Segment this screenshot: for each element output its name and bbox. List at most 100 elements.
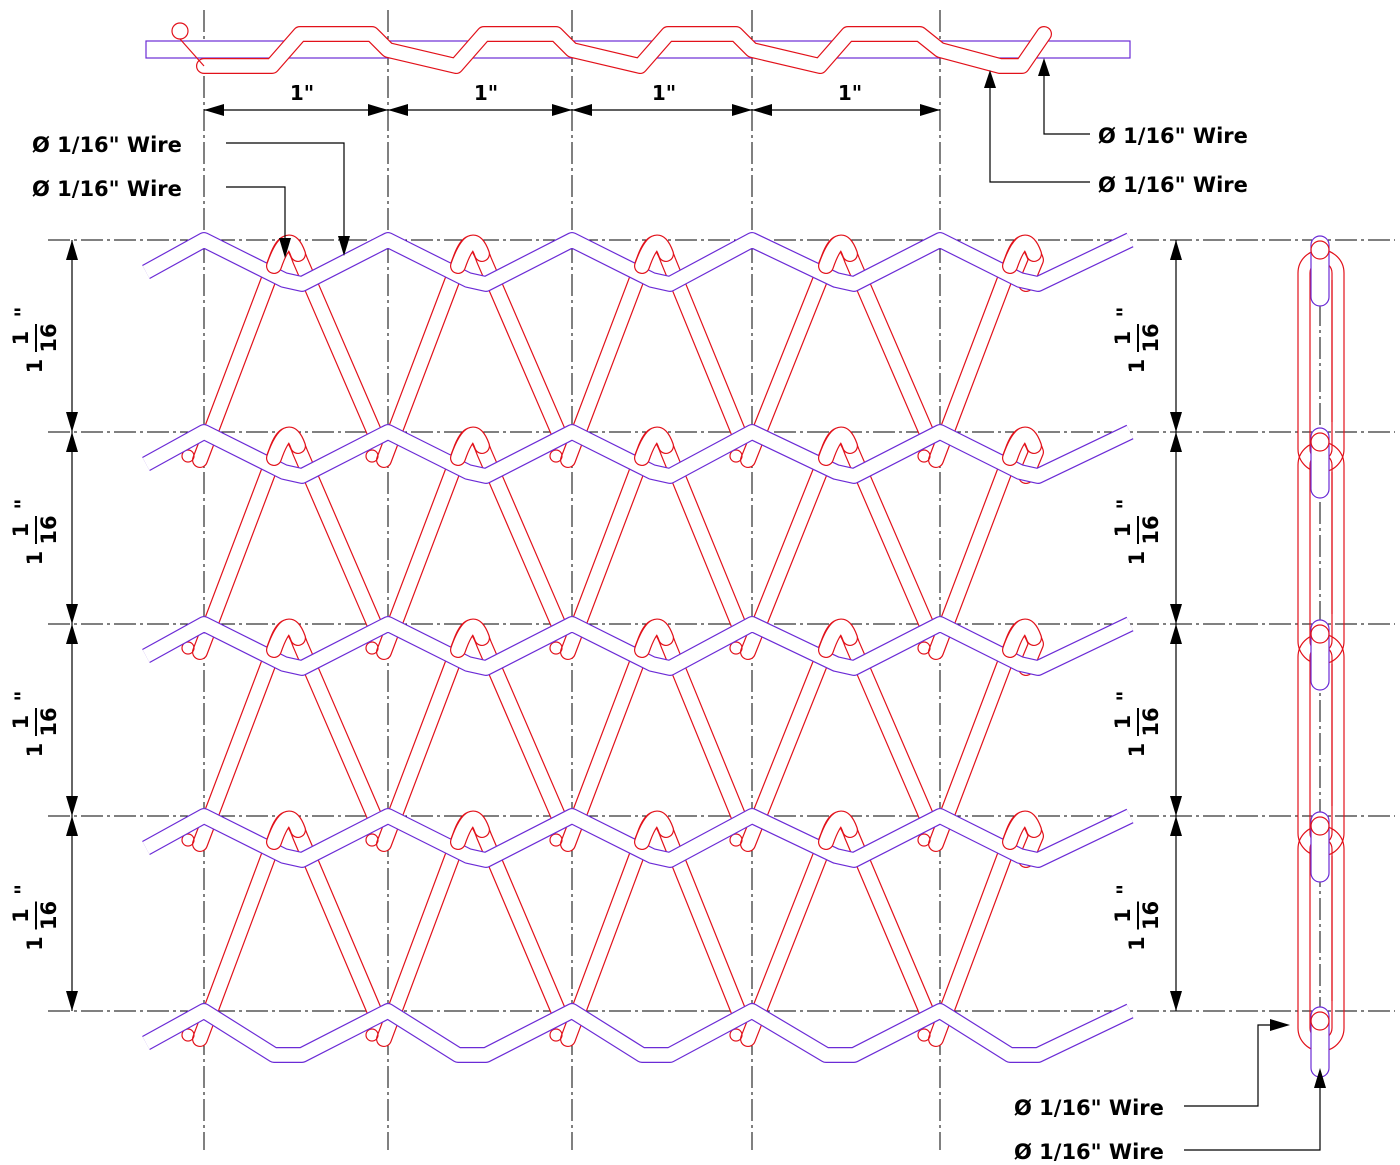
spiral-peak [1002,618,1042,658]
spiral-peak [266,810,306,850]
vdim-mark: " [1113,499,1137,510]
vdim-label-right-1: 1 1 16" [1111,499,1163,566]
side-rod-end [1310,816,1330,836]
spiral-loop [181,449,195,463]
callout-wire-top-right-1: Ø 1/16" Wire [1098,124,1248,148]
pitch-label-3: 1" [652,81,676,105]
spiral-peak [266,618,306,658]
spiral-peak [1002,426,1042,466]
spiral-loop [917,833,931,847]
vdim-mark: " [11,499,35,510]
vdim-denominator: 16 [37,901,61,930]
vdim-whole: 1 [1125,359,1149,374]
vdim-label-left-1: 1 1 16" [9,499,61,566]
vdim-numerator: 1 [9,331,33,346]
vdim-arrow [66,432,78,452]
spiral-loop [549,449,563,463]
vdim-label-right-3: 1 1 16" [1111,884,1163,951]
spiral-loop [549,1028,563,1042]
callout-wire-bottom-right-1: Ø 1/16" Wire [1014,1096,1164,1120]
side-rod [1310,811,1330,883]
vdim-mark: " [11,691,35,702]
side-rod [1310,235,1330,307]
vdim-arrow [1170,796,1182,816]
spiral-loop [365,833,379,847]
spiral-peak [818,234,858,274]
vdim-whole: 1 [23,743,47,758]
spiral-loop [181,833,195,847]
vdim-arrow [66,624,78,644]
wire-callouts: Ø 1/16" Wire Ø 1/16" Wire Ø 1/16" Wire Ø… [32,58,1326,1164]
vdim-numerator: 1 [1111,523,1135,538]
spiral-loop [917,641,931,655]
spiral-peak [818,618,858,658]
vdim-denominator: 16 [1139,323,1163,352]
vdim-label-right-2: 1 1 16" [1111,691,1163,758]
vdim-whole: 1 [1125,936,1149,951]
horizontal-pitch-dimensions: 1" 1" 1" 1" [204,81,940,116]
spiral-peak [634,810,674,850]
spiral-loop [365,449,379,463]
vdim-denominator: 16 [37,515,61,544]
spiral-peak [450,618,490,658]
vdim-label-left-0: 1 1 16" [9,307,61,374]
vdim-numerator: 1 [9,715,33,730]
cross-rod [142,1003,1134,1063]
vdim-arrow [66,796,78,816]
cross-rod [142,232,1134,292]
vdim-numerator: 1 [9,908,33,923]
cross-rod [142,424,1134,484]
spiral-loop [365,641,379,655]
spiral-loop [917,449,931,463]
vdim-arrow [1170,991,1182,1011]
mesh-front-view [142,232,1134,1063]
side-rod-end [1310,1011,1330,1031]
vdim-arrow [66,816,78,836]
vdim-denominator: 16 [1139,707,1163,736]
vdim-arrow [1170,240,1182,260]
cross-rod [142,616,1134,676]
vdim-whole: 1 [1125,551,1149,566]
spiral-loop [181,1028,195,1042]
spiral-peak [634,618,674,658]
vdim-arrow [1170,412,1182,432]
vdim-label-left-2: 1 1 16" [9,691,61,758]
vdim-arrow [1170,432,1182,452]
cross-rod [142,808,1134,868]
vertical-pitch-dimensions: 11 16"11 16"11 16"11 16"11 16"11 16"11 16"11 16" [9,240,1182,1011]
side-rod [1310,427,1330,499]
spiral-loop [181,641,195,655]
spiral-peak [818,810,858,850]
spiral-peak [634,426,674,466]
vdim-whole: 1 [1125,743,1149,758]
spiral-loop [729,1028,743,1042]
callout-wire-top-right-2: Ø 1/16" Wire [1098,173,1248,197]
callout-wire-top-left-1: Ø 1/16" Wire [32,133,182,157]
spiral-loop [365,1028,379,1042]
vdim-denominator: 16 [37,323,61,352]
vdim-arrow [66,604,78,624]
vdim-label-left-3: 1 1 16" [9,884,61,951]
pitch-label-1: 1" [290,81,314,105]
vdim-denominator: 16 [37,707,61,736]
centerlines [48,10,1395,1150]
vdim-arrow [1170,604,1182,624]
spiral-loop [549,833,563,847]
spiral-peak [450,426,490,466]
spiral-peak [634,234,674,274]
spiral-peak [450,234,490,274]
vdim-mark: " [11,307,35,318]
pitch-label-2: 1" [474,81,498,105]
side-rod [1310,1006,1330,1078]
vdim-numerator: 1 [1111,715,1135,730]
spiral-loop [729,641,743,655]
vdim-whole: 1 [23,551,47,566]
callout-wire-top-left-2: Ø 1/16" Wire [32,177,182,201]
vdim-mark: " [11,884,35,895]
callout-wire-bottom-right-2: Ø 1/16" Wire [1014,1140,1164,1164]
side-rod-end [1310,240,1330,260]
vdim-label-right-0: 1 1 16" [1111,307,1163,374]
vdim-numerator: 1 [1111,908,1135,923]
side-rod [1310,619,1330,691]
